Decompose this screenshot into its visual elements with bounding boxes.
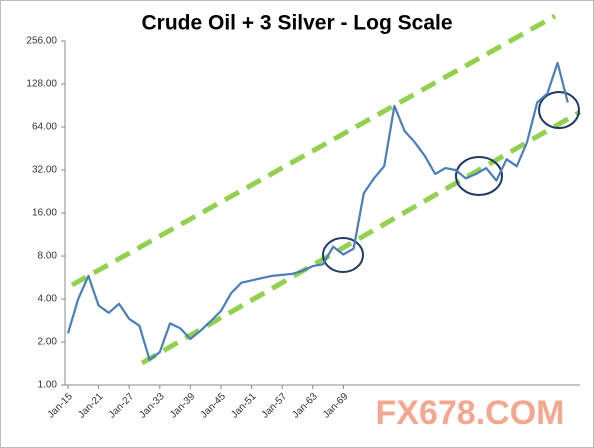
y-tick-label: 32.00 [32, 165, 57, 176]
highlight-circle [538, 91, 580, 129]
y-tick-label: 256.00 [26, 36, 57, 47]
chart-title: Crude Oil + 3 Silver - Log Scale [141, 12, 452, 35]
y-tick-label: 1.00 [38, 380, 58, 391]
trend-channel-upper [70, 13, 557, 288]
trend-channel-lower [140, 109, 582, 366]
y-tick-label: 2.00 [38, 337, 58, 348]
watermark: FX678.COM [376, 394, 565, 432]
y-tick-label: 4.00 [38, 294, 58, 305]
y-tick-label: 16.00 [32, 208, 57, 219]
y-tick-label: 8.00 [38, 251, 58, 262]
y-tick-label: 128.00 [26, 79, 57, 90]
y-tick-label: 64.00 [32, 122, 57, 133]
data-line [66, 61, 569, 361]
highlight-circle [322, 237, 364, 273]
highlight-circle [455, 156, 503, 196]
